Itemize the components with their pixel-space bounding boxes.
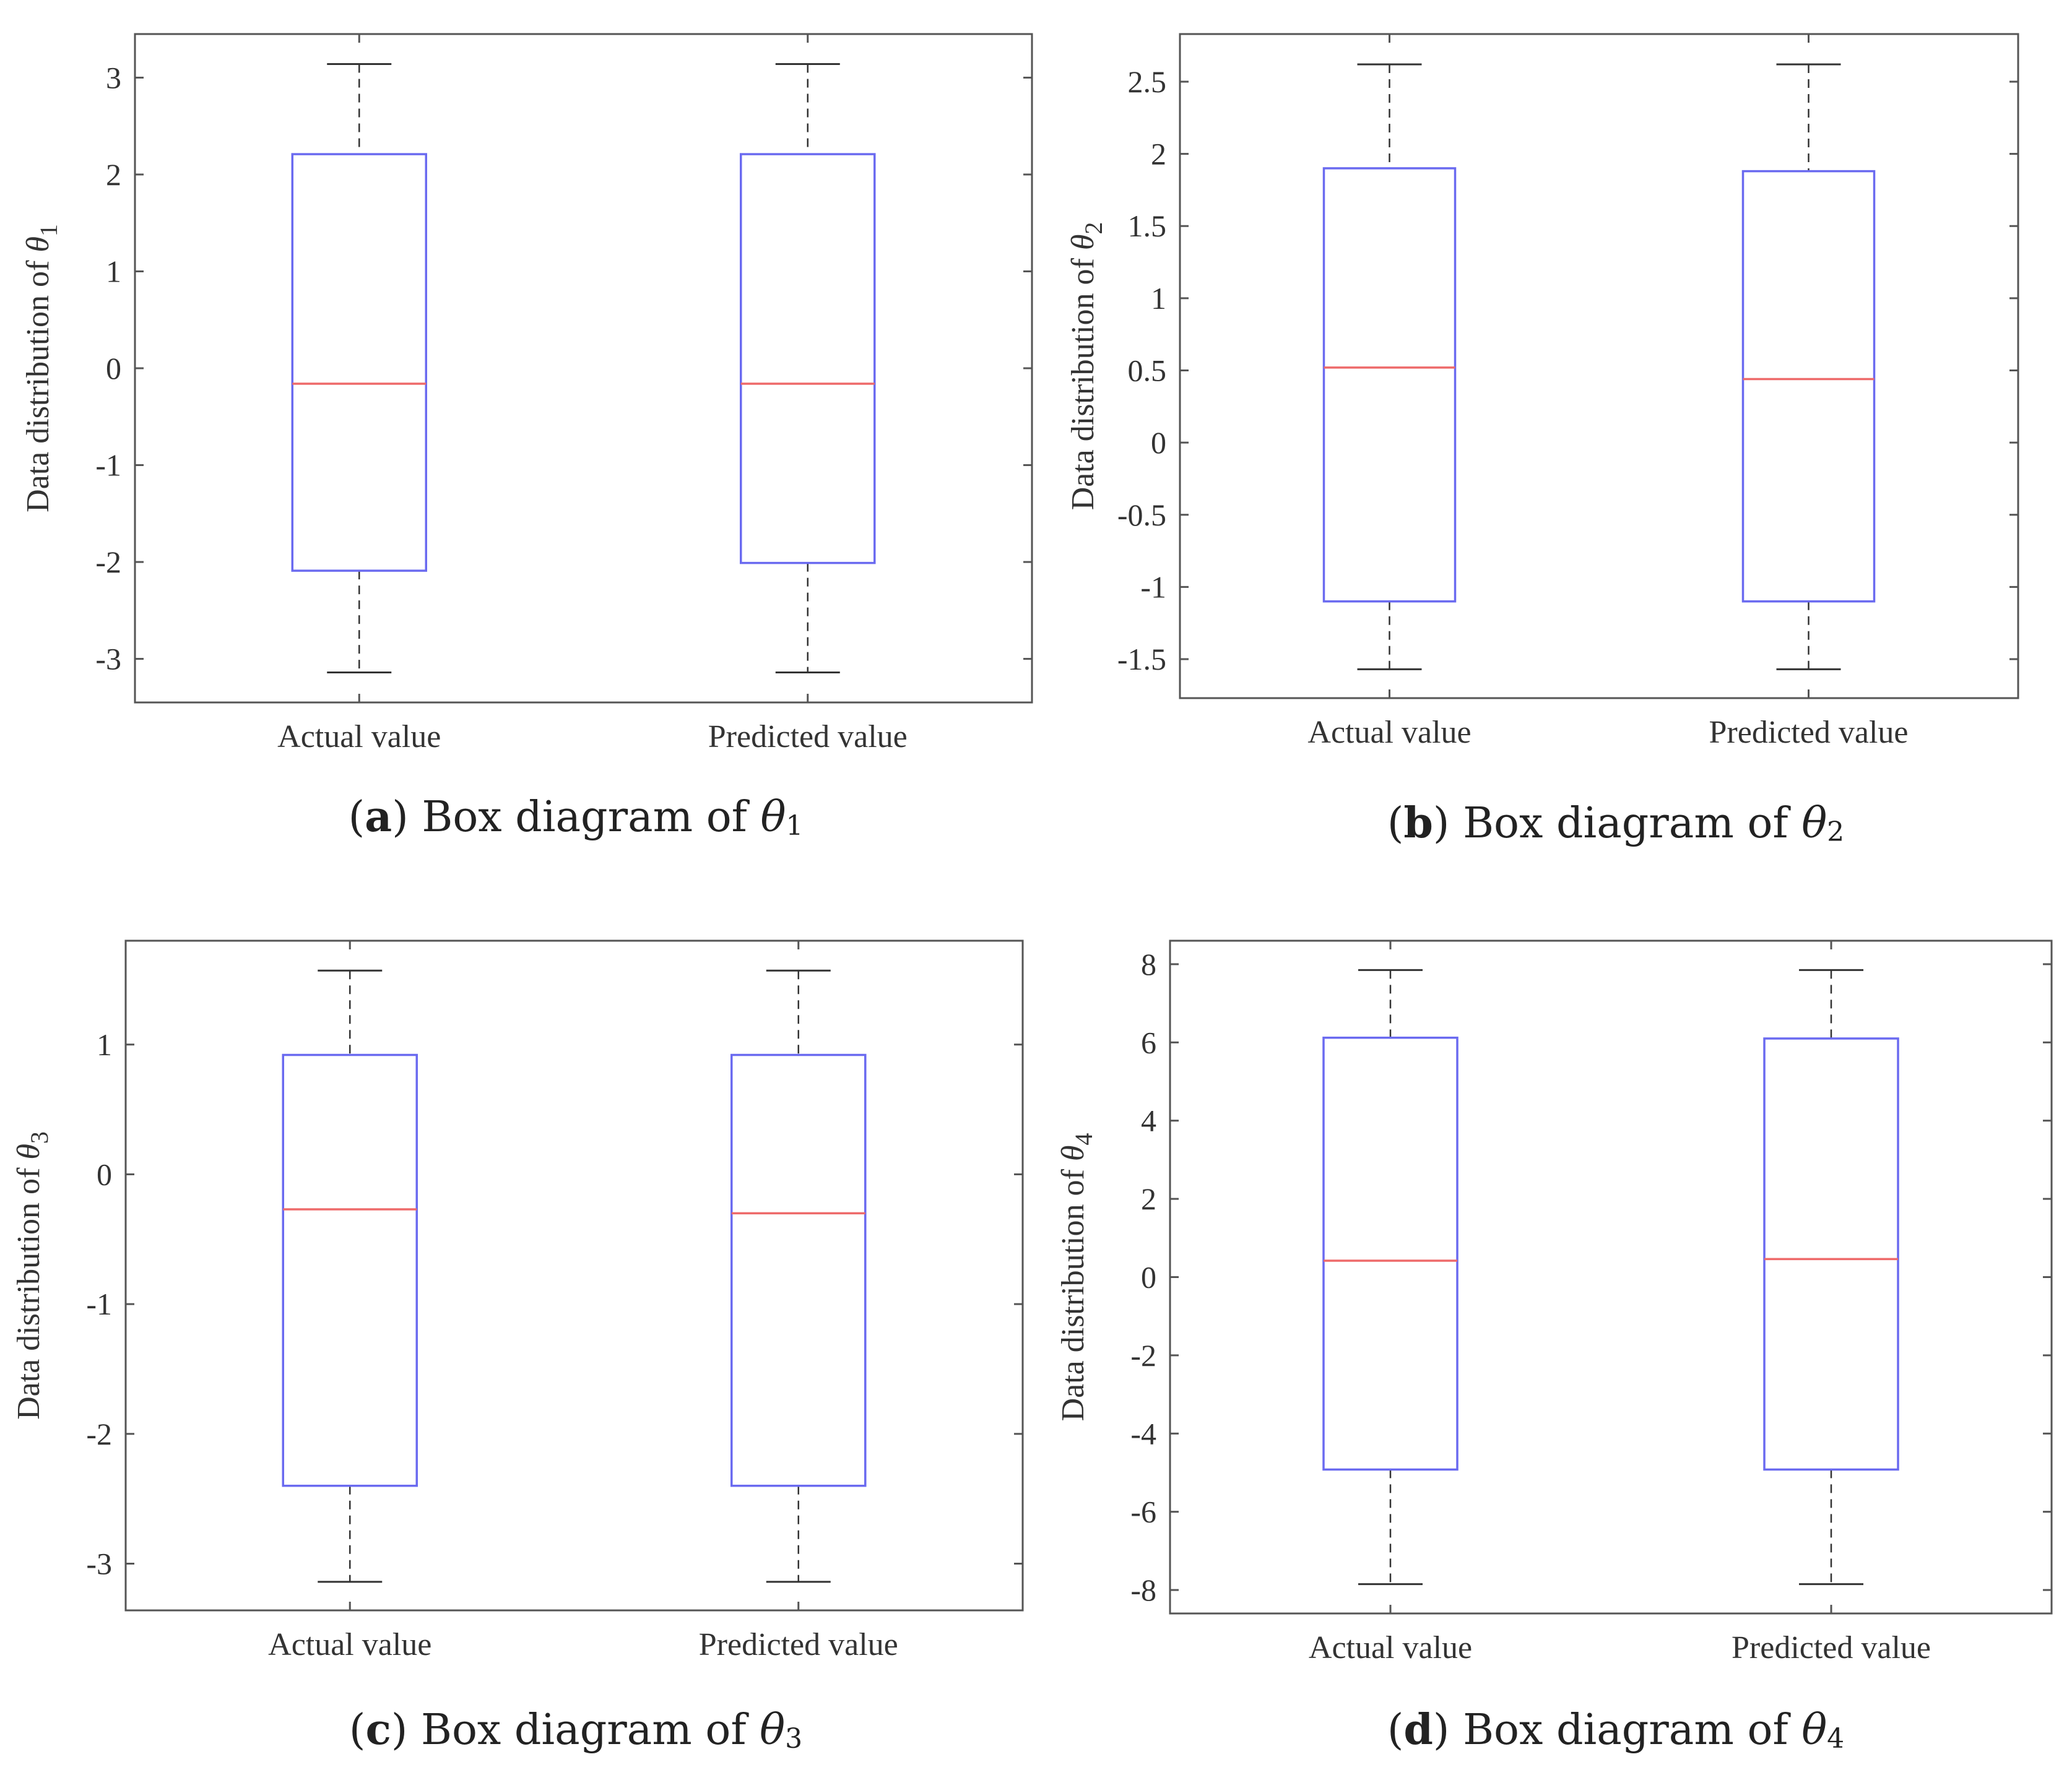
y-tick-label: 2 — [1151, 137, 1166, 171]
box-actual-a — [291, 63, 427, 673]
plot-frame-c — [124, 939, 1024, 1612]
y-axis-label-d: Data distribution of θ4 — [1056, 1133, 1098, 1422]
x-tick-label: Actual value — [277, 719, 441, 754]
y-tick-label: 1 — [97, 1027, 112, 1062]
box-actual-b — [1322, 63, 1457, 670]
x-tick-label: Actual value — [1307, 715, 1471, 750]
y-tick-label: -1 — [1140, 569, 1166, 604]
y-tick-label: -1.5 — [1117, 642, 1166, 676]
panel-b: 2.5 2 1.5 1 0.5 0 -0.5 -1 -1.5 Actual value Predic… — [1065, 33, 2019, 750]
y-tick-label: -6 — [1130, 1495, 1156, 1529]
caption-panel-b: (b) Box diagram of θ2 — [1387, 798, 1845, 848]
y-tick-label: -3 — [95, 642, 121, 676]
box-actual-d — [1322, 969, 1459, 1586]
y-tick-label: 0 — [106, 351, 121, 386]
interquartile-box — [1741, 170, 1876, 603]
x-tick-label: Predicted value — [708, 719, 908, 754]
box-predicted-c — [730, 969, 867, 1583]
box-actual-c — [282, 969, 418, 1583]
y-axis-label-b: Data distribution of θ2 — [1065, 222, 1108, 511]
panel-d: 8 6 4 2 0 -2 -4 -6 -8 Actual value Predicted value… — [1056, 939, 2053, 1665]
y-tick-label: -8 — [1130, 1573, 1156, 1607]
interquartile-box — [740, 153, 876, 564]
y-tick-label: -2 — [86, 1417, 112, 1451]
y-tick-label: -1 — [86, 1287, 112, 1321]
y-tick-label: 2 — [1141, 1181, 1156, 1216]
y-tick-label: -1 — [95, 448, 121, 483]
y-tick-label: 6 — [1141, 1025, 1156, 1060]
caption-panel-c: (c) Box diagram of θ3 — [349, 1705, 803, 1755]
y-axis-label-a: Data distribution of θ1 — [20, 224, 63, 512]
x-tick-label: Actual value — [1309, 1630, 1472, 1665]
box-predicted-a — [740, 63, 876, 673]
y-tick-label: 1 — [1151, 281, 1166, 316]
interquartile-box — [730, 1053, 867, 1487]
y-tick-label: 8 — [1141, 947, 1156, 982]
y-tick-label: 2.5 — [1128, 64, 1167, 99]
y-tick-label: 3 — [106, 60, 121, 95]
interquartile-box — [1322, 167, 1457, 603]
interquartile-box — [282, 1053, 418, 1487]
y-tick-label: -2 — [1130, 1338, 1156, 1373]
plot-frame-b — [1179, 33, 2019, 699]
y-tick-label: -3 — [86, 1547, 112, 1581]
y-tick-label: 4 — [1141, 1103, 1156, 1138]
box-predicted-d — [1763, 969, 1899, 1586]
y-tick-label: 0 — [1151, 425, 1166, 460]
y-tick-label: 0.5 — [1128, 353, 1167, 387]
y-tick-label: 1.5 — [1128, 209, 1167, 243]
x-tick-label: Predicted value — [1709, 715, 1909, 750]
y-tick-label: 0 — [1141, 1260, 1156, 1295]
plot-frame-a — [134, 33, 1033, 704]
panel-c: 1 0 -1 -2 -3 Actual value Predicted value Data … — [11, 939, 1024, 1662]
interquartile-box — [291, 153, 427, 572]
y-tick-label: 0 — [97, 1157, 112, 1191]
y-axis-label-c: Data distribution of θ3 — [11, 1131, 53, 1420]
y-tick-label: -2 — [95, 545, 121, 579]
caption-panel-a: (a) Box diagram of θ1 — [348, 792, 804, 842]
x-tick-label: Predicted value — [699, 1627, 898, 1662]
interquartile-box — [1322, 1036, 1459, 1471]
x-tick-label: Actual value — [268, 1627, 431, 1662]
plot-frame-d — [1169, 939, 2053, 1615]
box-predicted-b — [1741, 63, 1876, 670]
panel-a: 3 2 1 0 -1 -2 -3 Actual value Predicted value Dat… — [20, 33, 1033, 754]
interquartile-box — [1763, 1037, 1899, 1471]
y-tick-label: -4 — [1130, 1416, 1156, 1451]
x-tick-label: Predicted value — [1732, 1630, 1931, 1665]
caption-panel-d: (d) Box diagram of θ4 — [1387, 1705, 1845, 1755]
y-tick-label: 1 — [106, 254, 121, 288]
y-tick-label: -0.5 — [1117, 498, 1166, 532]
y-tick-label: 2 — [106, 157, 121, 192]
